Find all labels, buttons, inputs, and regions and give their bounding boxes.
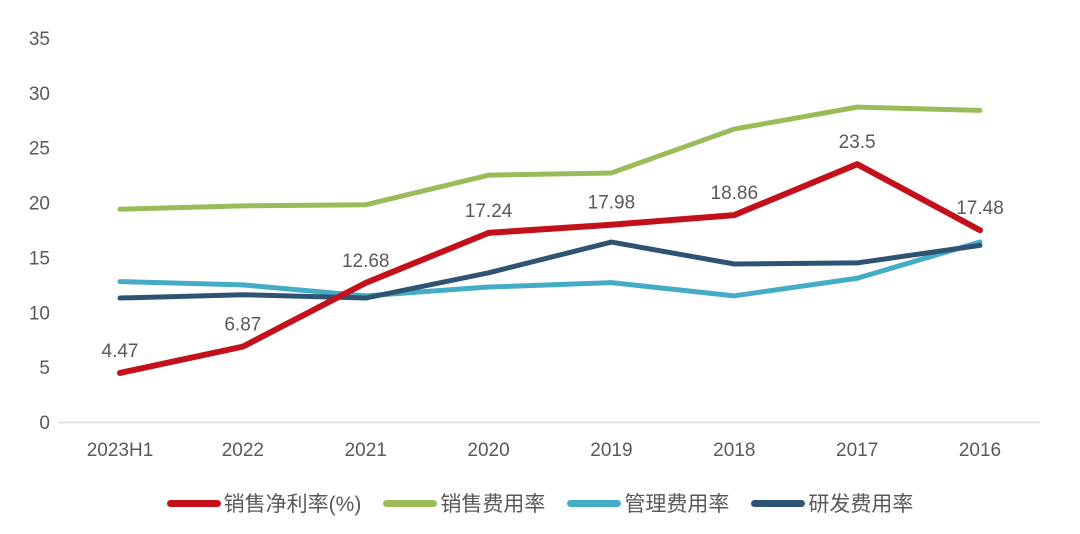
legend-item-selling-expense-ratio: 销售费用率 <box>383 488 545 518</box>
chart-legend: 销售净利率(%) 销售费用率 管理费用率 研发费用率 <box>0 488 1080 518</box>
data-label-net-profit-margin: 17.98 <box>588 193 636 214</box>
legend-label-net-profit-margin: 销售净利率(%) <box>223 493 362 516</box>
x-axis-label: 2019 <box>590 440 632 461</box>
series-line-selling-expense-ratio <box>117 104 983 212</box>
series-line-rd-expense-ratio <box>117 239 983 301</box>
x-axis-label: 2016 <box>959 440 1001 461</box>
series-line-admin-expense-ratio <box>117 239 983 299</box>
data-label-net-profit-margin: 4.47 <box>102 341 139 362</box>
x-axis-label: 2017 <box>836 440 878 461</box>
legend-label-rd-expense-ratio: 研发费用率 <box>808 493 914 516</box>
data-label-net-profit-margin: 6.87 <box>224 315 261 336</box>
y-axis-tick-label: 5 <box>39 358 50 379</box>
legend-item-net-profit-margin: 销售净利率(%) <box>166 488 362 518</box>
x-axis-label: 2021 <box>345 440 387 461</box>
y-axis-tick-label: 25 <box>29 139 50 160</box>
data-label-net-profit-margin: 17.24 <box>465 201 513 222</box>
y-axis-tick-label: 10 <box>29 303 50 324</box>
data-label-net-profit-margin: 18.86 <box>711 183 759 204</box>
legend-swatch-net-profit-margin <box>166 499 221 507</box>
y-axis-tick-label: 35 <box>29 29 50 50</box>
x-axis-label: 2023H1 <box>87 440 154 461</box>
x-axis-label: 2020 <box>467 440 509 461</box>
legend-item-admin-expense-ratio: 管理费用率 <box>567 488 729 518</box>
legend-item-rd-expense-ratio: 研发费用率 <box>751 488 913 518</box>
x-axis-label: 2018 <box>713 440 755 461</box>
data-label-net-profit-margin: 23.5 <box>839 132 876 153</box>
y-axis-tick-label: 30 <box>29 84 50 105</box>
series-line-net-profit-margin <box>117 161 983 376</box>
y-axis-tick-label: 20 <box>29 194 50 215</box>
legend-swatch-rd-expense-ratio <box>751 499 806 507</box>
y-axis-tick-label: 15 <box>29 248 50 269</box>
data-label-net-profit-margin: 12.68 <box>342 251 390 272</box>
legend-swatch-selling-expense-ratio <box>383 499 438 507</box>
legend-swatch-admin-expense-ratio <box>567 499 622 507</box>
data-label-net-profit-margin: 17.48 <box>956 198 1004 219</box>
legend-label-selling-expense-ratio: 销售费用率 <box>440 493 546 516</box>
x-axis-label: 2022 <box>222 440 264 461</box>
legend-label-admin-expense-ratio: 管理费用率 <box>624 493 730 516</box>
y-axis-tick-label: 0 <box>39 413 50 434</box>
